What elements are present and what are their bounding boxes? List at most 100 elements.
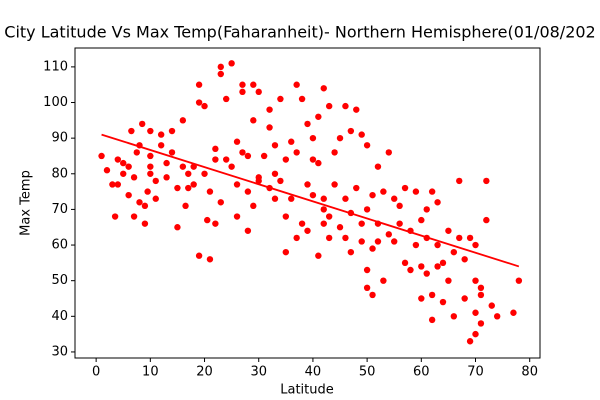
point	[315, 113, 322, 120]
y-tick-label: 100	[43, 95, 68, 110]
point	[298, 220, 306, 227]
chart-title: City Latitude Vs Max Temp(Faharanheit)- …	[4, 23, 595, 42]
point	[125, 191, 132, 199]
point	[363, 206, 371, 213]
point	[293, 234, 300, 242]
point	[385, 149, 392, 156]
point	[144, 188, 151, 195]
point	[304, 181, 311, 188]
point	[488, 302, 495, 309]
point	[336, 134, 344, 142]
point	[125, 163, 132, 170]
point	[483, 177, 490, 185]
point	[244, 227, 252, 234]
regression-line	[101, 133, 520, 268]
point	[174, 184, 181, 192]
point	[239, 149, 246, 156]
point	[201, 170, 208, 177]
point	[439, 298, 447, 306]
point	[233, 213, 241, 220]
point	[418, 263, 425, 270]
point	[250, 81, 257, 88]
point	[282, 248, 290, 256]
point	[369, 191, 376, 199]
point	[391, 195, 398, 202]
point	[233, 138, 241, 145]
point	[304, 120, 311, 128]
y-tick-label: 110	[43, 59, 68, 74]
y-axis-label: Max Temp	[19, 170, 34, 236]
point	[320, 220, 327, 227]
point	[157, 142, 165, 149]
point	[217, 63, 224, 71]
x-tick-label: 20	[196, 365, 213, 380]
point	[163, 174, 170, 181]
point	[223, 95, 230, 103]
point	[472, 330, 479, 338]
point	[204, 216, 211, 224]
point	[385, 231, 392, 238]
y-tick-label: 60	[51, 238, 68, 253]
point	[309, 134, 317, 142]
point	[185, 184, 192, 192]
point	[255, 177, 262, 185]
point	[250, 117, 257, 124]
point	[136, 199, 143, 206]
y-tick-label: 80	[51, 166, 68, 181]
point	[456, 234, 463, 242]
point	[288, 195, 295, 202]
point	[309, 191, 317, 199]
point	[141, 220, 149, 227]
point	[320, 206, 327, 213]
point	[445, 227, 452, 234]
point	[217, 199, 224, 206]
point	[120, 159, 127, 167]
point	[374, 238, 382, 245]
point	[358, 238, 365, 245]
point	[271, 142, 279, 149]
point	[98, 152, 105, 160]
point	[466, 234, 474, 242]
point	[428, 188, 436, 195]
point	[347, 127, 355, 135]
point	[168, 149, 176, 156]
point	[493, 313, 501, 320]
point	[331, 149, 338, 156]
point	[320, 195, 327, 202]
y-tick-label: 30	[51, 344, 68, 359]
point	[147, 152, 154, 160]
point	[179, 163, 187, 170]
point	[358, 220, 365, 227]
point	[315, 159, 322, 167]
point	[139, 120, 146, 128]
point	[418, 216, 425, 224]
point	[298, 95, 306, 103]
point	[510, 309, 517, 316]
point	[195, 252, 203, 259]
point	[342, 234, 349, 242]
x-axis-label: Latitude	[280, 383, 334, 398]
point	[450, 248, 458, 256]
point	[477, 284, 485, 292]
point	[423, 270, 430, 277]
point	[363, 266, 371, 274]
point	[201, 102, 208, 110]
point	[412, 241, 420, 249]
point	[293, 81, 300, 88]
point	[133, 149, 140, 156]
point	[179, 117, 187, 124]
point	[331, 181, 338, 188]
x-tick-label: 10	[142, 365, 159, 380]
point	[380, 277, 387, 284]
x-tick-label: 40	[305, 365, 322, 380]
point	[152, 177, 159, 185]
point	[477, 291, 485, 299]
point	[347, 248, 355, 256]
point	[396, 202, 403, 210]
plot-frame	[74, 47, 541, 359]
point	[174, 224, 181, 231]
point	[483, 216, 490, 224]
point	[206, 256, 214, 263]
point	[114, 156, 122, 163]
point	[401, 184, 409, 192]
